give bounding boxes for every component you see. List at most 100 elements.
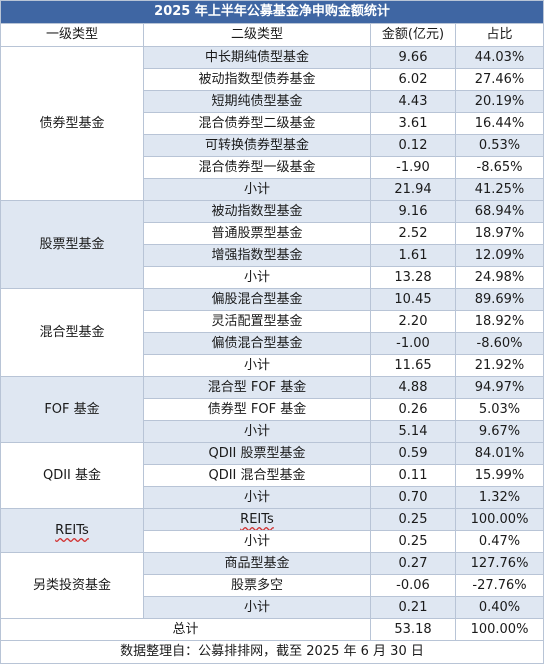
share-cell: 0.53% (454, 134, 544, 157)
share-cell: 16.44% (454, 112, 544, 135)
amount-cell: 2.20 (370, 310, 456, 333)
share-cell: 127.76% (454, 552, 544, 575)
primary-type-cell: 债券型基金 (0, 46, 144, 201)
share-cell: -8.65% (454, 156, 544, 179)
secondary-type-cell: REITs (143, 508, 371, 531)
secondary-type-label: 股票多空 (230, 578, 283, 593)
primary-type-cell: 股票型基金 (0, 200, 144, 289)
secondary-type-label: 灵活配置型基金 (211, 314, 303, 329)
share-cell: 0.40% (454, 596, 544, 619)
total-amount: 53.18 (370, 618, 456, 641)
share-cell: 44.03% (454, 46, 544, 69)
table-row: 混合债券型一级基金 -1.90 -8.65% (1, 156, 544, 179)
table-row: 混合型基金 偏股混合型基金 10.45 89.69% (0, 288, 544, 377)
source-note: 数据整理自：公募排排网，截至 2025 年 6 月 30 日 (0, 640, 544, 664)
table-row: 股票型基金 被动指数型基金 9.16 68.94% (0, 200, 544, 289)
secondary-type-cell: 增强指数型基金 (143, 244, 371, 267)
subtotal-row: 小计 11.65 21.92% (1, 354, 544, 377)
table-row: 偏债混合型基金 -1.00 -8.60% (1, 332, 544, 355)
table-row: 灵活配置型基金 2.20 18.92% (1, 310, 544, 333)
amount-cell: 0.26 (370, 398, 456, 421)
table-row: 短期纯债型基金 4.43 20.19% (1, 90, 544, 113)
secondary-type-label: 小计 (243, 534, 270, 549)
secondary-type-label: 短期纯债型基金 (211, 94, 303, 109)
share-cell: 21.92% (454, 354, 544, 377)
amount-cell: -0.06 (370, 574, 456, 597)
secondary-type-cell: 可转换债券型基金 (143, 134, 371, 157)
header-secondary-type: 二级类型 (143, 23, 371, 47)
subtotal-row: 小计 13.28 24.98% (1, 266, 544, 289)
subtotal-row: 小计 21.94 41.25% (1, 178, 544, 201)
amount-cell: 0.25 (370, 508, 456, 531)
secondary-type-label: 中长期纯债型基金 (204, 50, 309, 65)
amount-cell: 10.45 (370, 288, 456, 311)
header-share: 占比 (454, 23, 544, 47)
amount-cell: 0.11 (370, 464, 456, 487)
secondary-type-cell: 混合债券型二级基金 (143, 112, 371, 135)
secondary-type-label: 被动指数型基金 (211, 204, 303, 219)
primary-type-label: QDII 基金 (42, 468, 102, 483)
secondary-type-label: QDII 混合型基金 (208, 468, 306, 483)
share-cell: 24.98% (454, 266, 544, 289)
secondary-type-cell: 小计 (143, 266, 371, 289)
share-cell: 1.32% (454, 486, 544, 509)
secondary-type-cell: 偏债混合型基金 (143, 332, 371, 355)
secondary-type-label: 混合型 FOF 基金 (207, 380, 307, 395)
secondary-type-cell: 小计 (143, 596, 371, 619)
primary-type-label: REITs (55, 523, 89, 538)
primary-type-label: 股票型基金 (39, 237, 105, 252)
secondary-type-cell: QDII 混合型基金 (143, 464, 371, 487)
share-cell: 5.03% (454, 398, 544, 421)
secondary-type-label: 小计 (243, 182, 270, 197)
secondary-type-label: REITs (240, 512, 274, 527)
share-cell: 100.00% (454, 508, 544, 531)
share-cell: 12.09% (454, 244, 544, 267)
primary-type-label: 另类投资基金 (32, 578, 111, 593)
primary-type-label: 债券型基金 (39, 116, 105, 131)
amount-cell: 9.66 (370, 46, 456, 69)
secondary-type-cell: 小计 (143, 354, 371, 377)
amount-cell: 0.25 (370, 530, 456, 553)
header-primary-type: 一级类型 (0, 23, 144, 47)
secondary-type-cell: 灵活配置型基金 (143, 310, 371, 333)
secondary-type-label: 小计 (243, 358, 270, 373)
secondary-type-label: 被动指数型债券基金 (198, 72, 316, 87)
primary-type-cell: REITs (0, 508, 144, 553)
amount-cell: 13.28 (370, 266, 456, 289)
secondary-type-label: 商品型基金 (224, 556, 290, 571)
table-row: FOF 基金 混合型 FOF 基金 4.88 94.97% (0, 376, 544, 443)
table-row: 增强指数型基金 1.61 12.09% (1, 244, 544, 267)
secondary-type-label: 小计 (243, 424, 270, 439)
primary-type-label: FOF 基金 (44, 402, 100, 417)
table-row: 被动指数型债券基金 6.02 27.46% (1, 68, 544, 91)
table-title: 2025 年上半年公募基金净申购金额统计 (0, 0, 544, 24)
secondary-type-label: QDII 股票型基金 (208, 446, 306, 461)
table-row: 可转换债券型基金 0.12 0.53% (1, 134, 544, 157)
secondary-type-label: 小计 (243, 600, 270, 615)
secondary-type-cell: 混合型 FOF 基金 (143, 376, 371, 399)
secondary-type-label: 混合债券型二级基金 (198, 116, 316, 131)
share-cell: 68.94% (454, 200, 544, 223)
secondary-type-cell: 被动指数型债券基金 (143, 68, 371, 91)
table-row: 普通股票型基金 2.52 18.97% (1, 222, 544, 245)
amount-cell: 11.65 (370, 354, 456, 377)
secondary-type-cell: 小计 (143, 530, 371, 553)
total-row: 总计 53.18 100.00% (0, 618, 544, 641)
share-cell: 94.97% (454, 376, 544, 399)
amount-cell: 5.14 (370, 420, 456, 443)
subtotal-row: 小计 0.25 0.47% (1, 530, 544, 553)
share-cell: 18.92% (454, 310, 544, 333)
secondary-type-label: 偏债混合型基金 (211, 336, 303, 351)
secondary-type-cell: 小计 (143, 420, 371, 443)
total-share: 100.00% (454, 618, 544, 641)
primary-type-cell: 另类投资基金 (0, 552, 144, 619)
secondary-type-cell: 小计 (143, 486, 371, 509)
secondary-type-cell: 债券型 FOF 基金 (143, 398, 371, 421)
table-row: REITs REITs 0.25 100.00% (0, 508, 544, 553)
amount-cell: 4.88 (370, 376, 456, 399)
header-amount: 金额(亿元) (370, 23, 456, 47)
amount-cell: 0.70 (370, 486, 456, 509)
share-cell: 0.47% (454, 530, 544, 553)
share-cell: 84.01% (454, 442, 544, 465)
